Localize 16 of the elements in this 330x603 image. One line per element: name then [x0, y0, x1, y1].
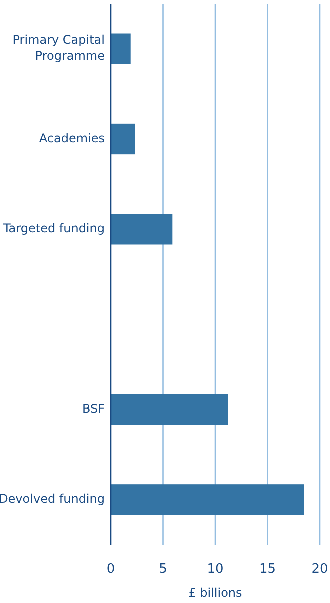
y-tick-label: Primary Capital Programme: [12, 33, 105, 64]
bar: [111, 124, 136, 155]
x-tick-label: 5: [159, 562, 168, 577]
x-tick-label: 20: [312, 562, 328, 577]
bar: [111, 214, 173, 245]
x-tick-label: 10: [207, 562, 224, 577]
bar: [111, 34, 131, 64]
x-axis-title: £ billions: [188, 586, 242, 600]
x-tick-label: 15: [259, 562, 276, 577]
bar: [111, 394, 228, 426]
y-tick-label: Devolved funding: [0, 492, 105, 506]
x-tick-label: 0: [106, 562, 116, 577]
y-tick-label: BSF: [82, 402, 106, 416]
y-tick-label: Academies: [39, 132, 105, 146]
y-tick-label: Targeted funding: [2, 222, 105, 236]
bar: [111, 484, 304, 516]
